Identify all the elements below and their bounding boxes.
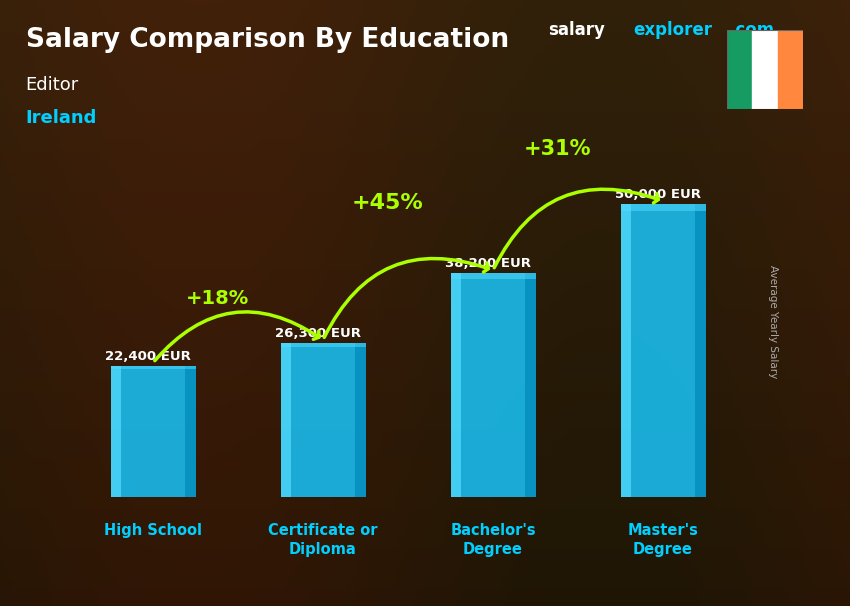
Text: 38,200 EUR: 38,200 EUR: [445, 258, 531, 270]
Bar: [620, 204, 706, 497]
Bar: [280, 343, 291, 497]
Bar: [620, 204, 631, 497]
Bar: [450, 273, 536, 279]
Text: Master's
Degree: Master's Degree: [627, 524, 699, 557]
Text: 50,000 EUR: 50,000 EUR: [615, 188, 701, 201]
Text: .com: .com: [729, 21, 774, 39]
Text: Bachelor's
Degree: Bachelor's Degree: [450, 524, 536, 557]
Text: Salary Comparison By Education: Salary Comparison By Education: [26, 27, 508, 53]
Bar: [620, 204, 706, 211]
Text: +18%: +18%: [186, 288, 249, 307]
Bar: [110, 365, 196, 369]
Bar: [695, 204, 706, 497]
Text: salary: salary: [548, 21, 605, 39]
Text: explorer: explorer: [633, 21, 712, 39]
Bar: [280, 343, 366, 497]
Bar: [752, 30, 778, 109]
Bar: [450, 273, 461, 497]
Bar: [185, 365, 196, 497]
Text: High School: High School: [104, 524, 202, 538]
Bar: [778, 30, 803, 109]
Text: Editor: Editor: [26, 76, 79, 94]
Text: Certificate or
Diploma: Certificate or Diploma: [269, 524, 377, 557]
Text: +31%: +31%: [524, 139, 592, 159]
Bar: [450, 273, 536, 497]
Text: 22,400 EUR: 22,400 EUR: [105, 350, 191, 363]
Bar: [727, 30, 752, 109]
Text: Ireland: Ireland: [26, 109, 97, 127]
Text: Average Yearly Salary: Average Yearly Salary: [768, 265, 779, 378]
Text: 26,300 EUR: 26,300 EUR: [275, 327, 361, 340]
Bar: [280, 343, 366, 347]
Bar: [110, 365, 196, 497]
Bar: [355, 343, 366, 497]
Bar: [525, 273, 536, 497]
Bar: [110, 365, 121, 497]
Text: +45%: +45%: [352, 193, 423, 213]
